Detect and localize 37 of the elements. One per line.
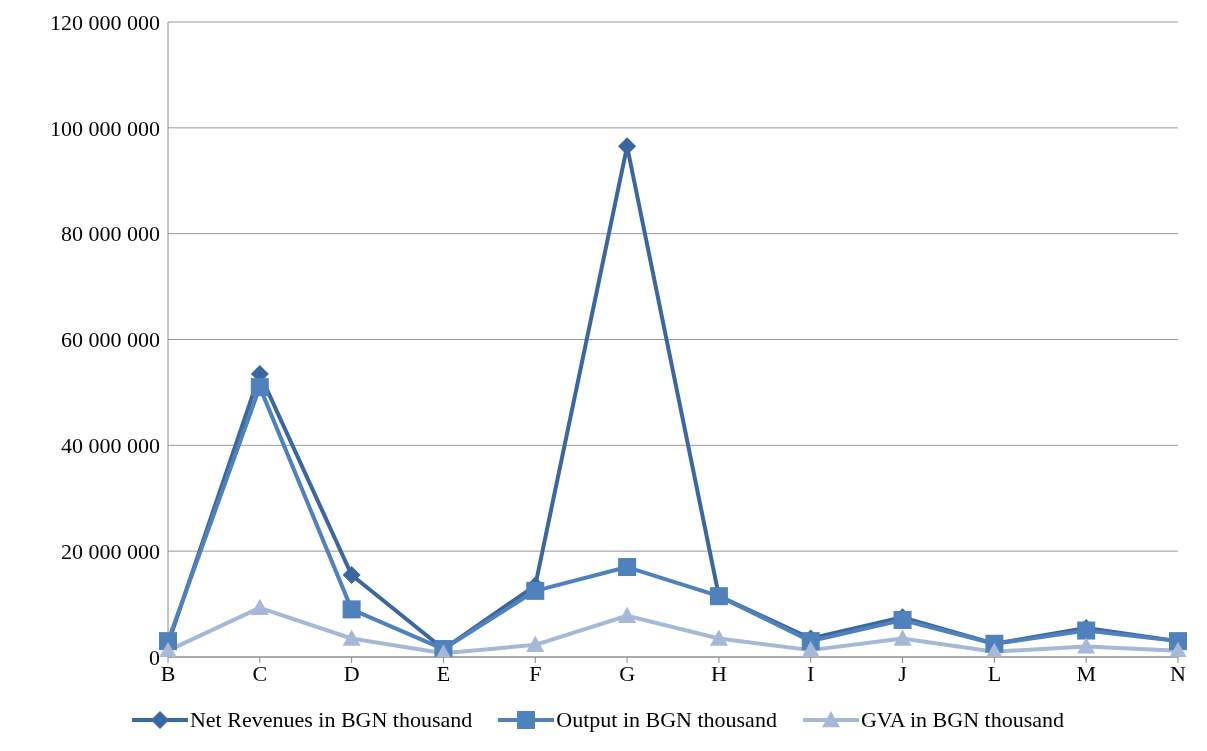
x-tick-label: J — [898, 660, 908, 686]
x-tick-label: H — [710, 660, 727, 686]
x-tick-label: N — [1170, 660, 1187, 686]
legend-label: Net Revenues in BGN thousand — [189, 707, 473, 733]
point — [342, 629, 361, 646]
point — [893, 629, 912, 646]
legend-label: GVA in BGN thousand — [860, 707, 1065, 733]
x-tick-label: G — [619, 660, 636, 686]
x-tick-label: I — [807, 660, 815, 686]
x-tick-label: B — [160, 660, 176, 686]
point — [801, 641, 820, 657]
y-tick-label: 120 000 000 — [50, 9, 160, 35]
y-tick-label: 100 000 000 — [50, 115, 160, 141]
x-tick-label: M — [1076, 660, 1096, 686]
point — [342, 565, 361, 584]
y-tick-label: 40 000 000 — [61, 433, 160, 459]
y-tick-label: 60 000 000 — [61, 327, 160, 353]
x-tick-label: C — [252, 660, 268, 686]
y-tick-label: 0 — [149, 644, 160, 670]
point — [526, 635, 545, 653]
point — [250, 598, 269, 615]
point — [1169, 641, 1187, 657]
point — [159, 641, 177, 657]
x-tick-label: E — [436, 660, 451, 686]
point — [342, 600, 361, 619]
point — [250, 378, 269, 397]
x-tick-label: D — [343, 660, 360, 686]
y-tick-label: 80 000 000 — [61, 221, 160, 247]
x-tick-label: F — [529, 660, 542, 686]
x-tick-label: L — [987, 660, 1002, 686]
y-tick-label: 20 000 000 — [61, 538, 160, 564]
point — [526, 581, 545, 600]
point — [618, 558, 637, 577]
point — [709, 629, 728, 646]
point — [1077, 637, 1096, 654]
legend-label: Output in BGN thousand — [556, 707, 777, 733]
point — [618, 606, 637, 623]
